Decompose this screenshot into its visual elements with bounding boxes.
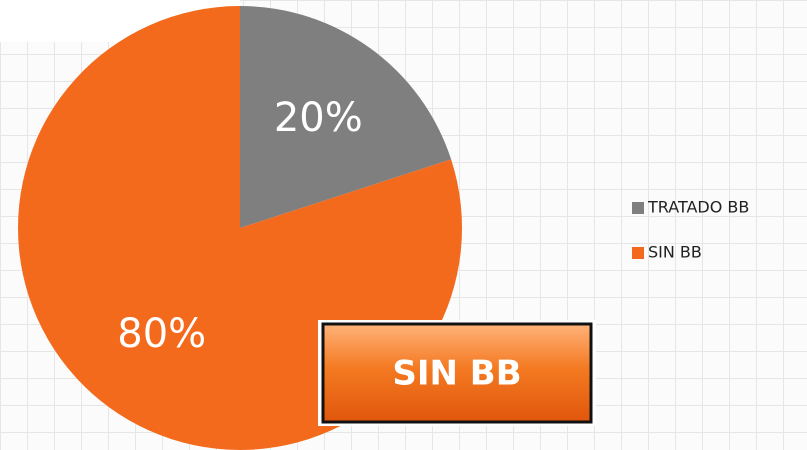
- value-label: 80%: [117, 311, 206, 357]
- value-label: 20%: [274, 95, 363, 141]
- annotation: SIN BB: [392, 354, 521, 394]
- annotation-box: [321, 322, 593, 424]
- legend-swatch: [632, 202, 644, 214]
- legend-swatch: [632, 247, 644, 259]
- legend-label: TRATADO BB: [647, 198, 749, 217]
- pie-slice: [240, 6, 452, 228]
- legend-label: SIN BB: [648, 243, 702, 262]
